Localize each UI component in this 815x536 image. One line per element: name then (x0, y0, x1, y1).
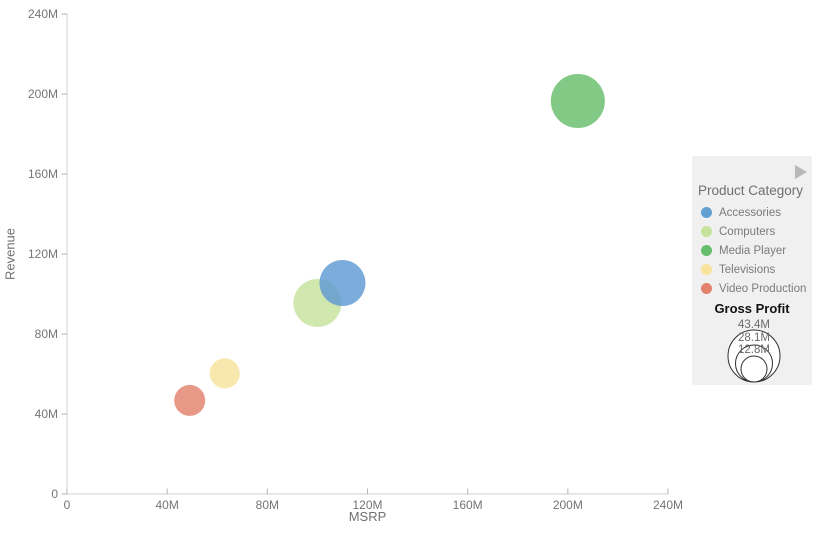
x-tick-label: 40M (155, 498, 178, 512)
legend-item-label: Televisions (719, 263, 776, 276)
legend-item-video-production[interactable]: Video Production (692, 279, 812, 298)
y-tick-label: 80M (35, 327, 58, 341)
bubble-accessories[interactable] (319, 260, 366, 306)
legend-item-list: Accessories Computers Media Player Televisi… (692, 203, 812, 298)
x-tick-label: 200M (553, 498, 583, 512)
x-tick-label: 120M (352, 498, 382, 512)
legend-panel: Product Category Accessories Computers Med… (692, 156, 812, 385)
x-tick-label: 160M (453, 498, 483, 512)
legend-item-computers[interactable]: Computers (692, 222, 812, 241)
size-legend-label: 43.4M (738, 319, 770, 331)
x-axis-title: MSRP (348, 509, 387, 524)
legend-swatch-icon (701, 264, 712, 275)
legend-item-accessories[interactable]: Accessories (692, 203, 812, 222)
legend-item-label: Media Player (719, 244, 787, 257)
y-axis-title: Revenue (2, 227, 18, 281)
size-legend-circle (740, 355, 768, 383)
size-legend-label: 28.1M (738, 332, 770, 344)
legend-item-media-player[interactable]: Media Player (692, 241, 812, 260)
y-tick-label: 240M (28, 7, 58, 21)
y-tick-label: 0 (51, 487, 58, 501)
bubble-televisions[interactable] (209, 358, 240, 389)
x-tick-label: 0 (64, 498, 71, 512)
bubble-video-production[interactable] (174, 384, 206, 416)
legend-item-label: Computers (719, 225, 776, 238)
bubble-media-player[interactable] (550, 74, 605, 128)
legend-swatch-icon (701, 283, 712, 294)
right-triangle-icon[interactable] (795, 165, 807, 179)
legend-swatch-icon (701, 207, 712, 218)
y-tick-label: 40M (35, 407, 58, 421)
legend-swatch-icon (701, 226, 712, 237)
y-tick-label: 160M (28, 167, 58, 181)
y-tick-label: 120M (28, 247, 58, 261)
legend-item-label: Video Production (719, 282, 807, 295)
x-tick-label: 240M (653, 498, 683, 512)
size-legend-title: Gross Profit (714, 301, 790, 316)
legend-title: Product Category (698, 183, 804, 198)
y-tick-label: 200M (28, 87, 58, 101)
x-tick-label: 80M (256, 498, 279, 512)
legend-item-televisions[interactable]: Televisions (692, 260, 812, 279)
size-legend-label: 12.8M (738, 344, 770, 356)
legend-swatch-icon (701, 245, 712, 256)
legend-item-label: Accessories (719, 206, 781, 219)
